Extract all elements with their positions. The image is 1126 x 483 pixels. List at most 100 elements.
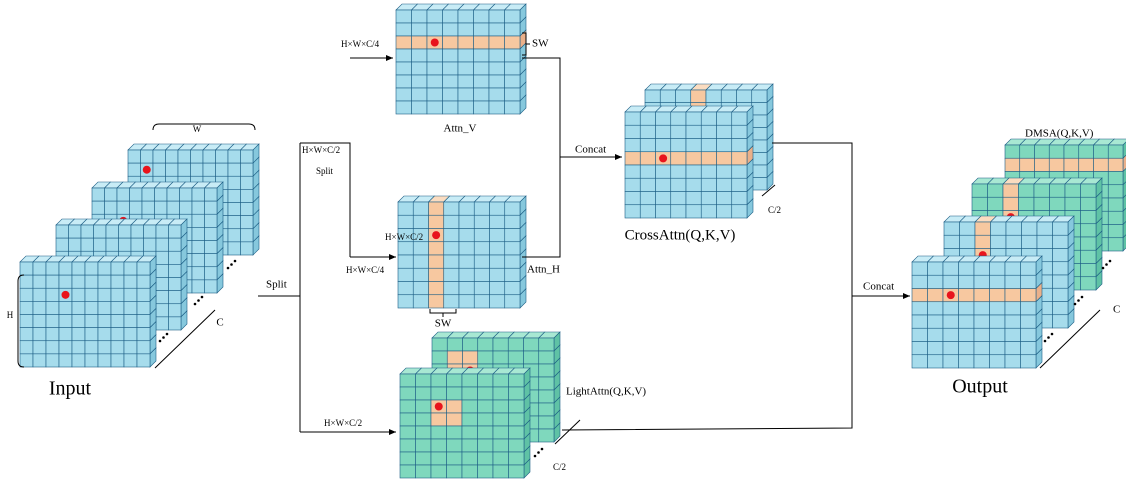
- cell: [928, 289, 944, 302]
- cell: [155, 188, 168, 201]
- cell: [427, 49, 443, 62]
- cell: [443, 75, 459, 88]
- cell: [1021, 262, 1037, 275]
- label: Attn_H: [527, 264, 560, 276]
- cell: [124, 328, 137, 341]
- cell: [144, 238, 157, 251]
- cell: [1081, 211, 1097, 224]
- cell: [447, 439, 463, 452]
- cell: [539, 416, 554, 429]
- cell: [458, 101, 474, 114]
- cell: [1049, 158, 1064, 171]
- cell: [490, 268, 505, 281]
- cell: [474, 10, 490, 23]
- cell: [137, 275, 150, 288]
- cell: [959, 315, 975, 328]
- cell: [943, 342, 959, 355]
- cell: [398, 202, 413, 215]
- cell: [489, 23, 505, 36]
- cell: [462, 400, 478, 413]
- cell: [701, 125, 716, 138]
- cell: [59, 275, 72, 288]
- cell: [974, 328, 990, 341]
- query-dot: [143, 166, 151, 174]
- cell: [427, 75, 443, 88]
- cell: [241, 176, 254, 189]
- cell: [490, 229, 505, 242]
- cell: [72, 354, 85, 367]
- cell: [444, 202, 459, 215]
- cell: [400, 452, 416, 465]
- cell: [478, 351, 493, 364]
- cell: [458, 23, 474, 36]
- cell: [717, 152, 732, 165]
- cell: [1003, 197, 1019, 210]
- cell: [400, 465, 416, 478]
- cell: [203, 163, 216, 176]
- cell: [524, 351, 539, 364]
- cell: [191, 163, 204, 176]
- cell: [959, 275, 975, 288]
- cell: [111, 328, 124, 341]
- dot: [197, 299, 200, 302]
- cell: [1021, 355, 1037, 368]
- cell: [493, 351, 508, 364]
- feature-block: [20, 256, 156, 367]
- cell: [98, 301, 111, 314]
- cell: [416, 439, 432, 452]
- cell: [493, 374, 509, 387]
- cell: [59, 315, 72, 328]
- cell: [59, 341, 72, 354]
- cell: [429, 282, 444, 295]
- cell: [458, 88, 474, 101]
- cell: [539, 351, 554, 364]
- cell: [640, 112, 655, 125]
- cell: [205, 241, 218, 254]
- cell: [988, 184, 1004, 197]
- cell: [20, 262, 33, 275]
- cell: [752, 103, 767, 116]
- cell: [396, 10, 412, 23]
- cell: [943, 315, 959, 328]
- cell: [505, 36, 521, 49]
- diagram: W H C Input Split H×W×C/2 Split H×W×C/4 …: [0, 0, 1126, 483]
- cell: [478, 387, 494, 400]
- cell: [443, 10, 459, 23]
- cell: [443, 62, 459, 75]
- cell: [640, 178, 655, 191]
- cell: [192, 267, 205, 280]
- cell: [625, 125, 640, 138]
- cell: [20, 288, 33, 301]
- cell: [166, 150, 179, 163]
- cell: [539, 429, 554, 442]
- cell: [153, 150, 166, 163]
- cell: [205, 214, 218, 227]
- cell: [98, 262, 111, 275]
- cell: [130, 201, 143, 214]
- cell: [413, 295, 428, 308]
- dot: [194, 303, 197, 306]
- cell: [228, 189, 241, 202]
- cell: [192, 201, 205, 214]
- cell: [169, 291, 182, 304]
- cell: [241, 242, 254, 255]
- cell: [192, 280, 205, 293]
- cell: [396, 75, 412, 88]
- cell: [943, 328, 959, 341]
- cell: [413, 242, 428, 255]
- cell: [166, 163, 179, 176]
- cell: [732, 178, 747, 191]
- cell: [124, 262, 137, 275]
- cell: [493, 439, 509, 452]
- cell: [400, 400, 416, 413]
- cell: [124, 354, 137, 367]
- cell: [539, 377, 554, 390]
- cell: [447, 426, 463, 439]
- label: H: [7, 310, 14, 320]
- cell: [443, 49, 459, 62]
- cell: [20, 328, 33, 341]
- label: SW: [532, 38, 549, 50]
- cell: [656, 112, 671, 125]
- dot: [227, 267, 230, 270]
- cell: [539, 364, 554, 377]
